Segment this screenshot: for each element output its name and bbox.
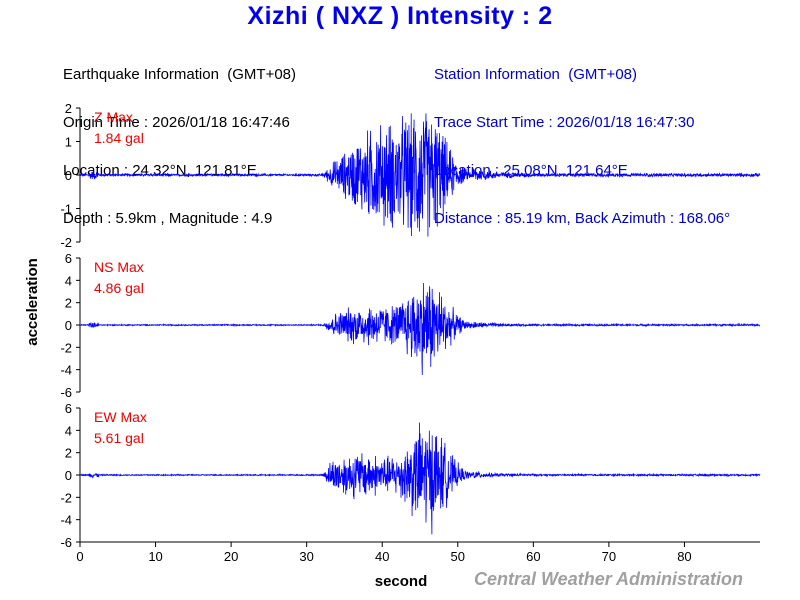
trace-start-time: Trace Start Time : 2026/01/18 16:47:30 (434, 114, 695, 131)
y-tick-label: -4 (60, 513, 72, 528)
y-tick-label: 6 (65, 251, 72, 266)
y-axis-label: acceleration (24, 258, 41, 346)
chart-title: Xizhi ( NXZ ) Intensity : 2 (247, 2, 553, 30)
channel-label: EW Max (94, 409, 147, 425)
y-tick-label: -2 (60, 490, 72, 505)
channel-label: Z Max (94, 109, 133, 125)
y-tick-label: -6 (60, 385, 72, 400)
waveform-trace (79, 113, 761, 237)
x-tick-label: 30 (299, 549, 313, 564)
x-tick-label: 50 (451, 549, 465, 564)
y-tick-label: -2 (60, 340, 72, 355)
y-tick-label: -4 (60, 363, 72, 378)
waveform-trace (79, 422, 761, 535)
waveform-trace (79, 282, 761, 375)
x-tick-label: 20 (224, 549, 238, 564)
x-tick-label: 10 (148, 549, 162, 564)
channel-label: NS Max (94, 259, 144, 275)
x-tick-label: 40 (375, 549, 389, 564)
earthquake-info-header: Earthquake Information (GMT+08) (63, 66, 297, 83)
y-tick-label: 0 (65, 468, 72, 483)
y-tick-label: 2 (65, 446, 72, 461)
y-tick-label: 1 (65, 135, 72, 150)
channel-max-value: 4.86 gal (94, 280, 144, 296)
x-tick-label: 70 (602, 549, 616, 564)
x-tick-label: 80 (677, 549, 691, 564)
depth-magnitude: Depth : 5.9km , Magnitude : 4.9 (63, 210, 273, 227)
y-tick-label: 0 (65, 168, 72, 183)
channel-max-value: 1.84 gal (94, 130, 144, 146)
y-tick-label: 4 (65, 423, 72, 438)
y-tick-label: -2 (60, 235, 72, 250)
x-tick-label: 0 (76, 549, 83, 564)
x-axis-label: second (375, 573, 428, 590)
y-tick-label: 0 (65, 318, 72, 333)
y-tick-label: 2 (65, 296, 72, 311)
y-tick-label: 4 (65, 273, 72, 288)
y-tick-label: 6 (65, 401, 72, 416)
credit-text: Central Weather Administration (474, 569, 744, 589)
y-tick-label: -6 (60, 535, 72, 550)
y-tick-label: -1 (60, 202, 72, 217)
origin-time: Origin Time : 2026/01/18 16:47:46 (63, 114, 290, 131)
y-tick-label: 2 (65, 101, 72, 116)
earthquake-info: Earthquake Information (GMT+08) Origin T… (63, 35, 296, 243)
station-info-header: Station Information (GMT+08) (434, 66, 637, 83)
x-tick-label: 60 (526, 549, 540, 564)
channel-max-value: 5.61 gal (94, 430, 144, 446)
station-distance: Distance : 85.19 km, Back Azimuth : 168.… (434, 210, 731, 227)
